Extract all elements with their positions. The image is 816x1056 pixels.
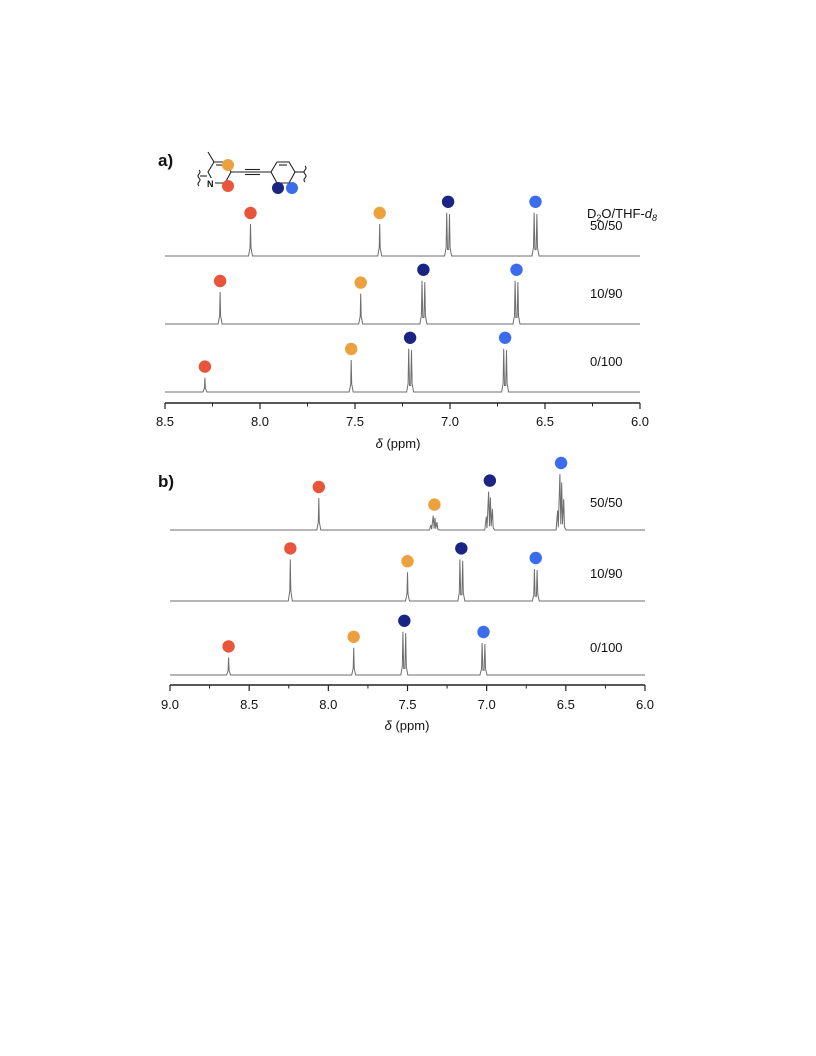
navy-proton-marker-icon	[272, 182, 284, 194]
red-peak-marker	[312, 480, 326, 494]
spectrum-trace	[165, 212, 640, 257]
spectrum-trace	[170, 559, 645, 602]
condition-label: 10/90	[590, 566, 623, 581]
x-tick-label: 6.5	[536, 414, 554, 429]
solvent-header-sub2: 8	[652, 213, 657, 223]
spectrum-trace	[165, 280, 640, 325]
x-tick-label: 8.0	[251, 414, 269, 429]
x-tick-label: 8.0	[319, 697, 337, 712]
spectrum-trace	[165, 348, 640, 393]
orange-peak-marker	[354, 276, 367, 289]
red-peak-marker	[244, 206, 257, 220]
nitrogen-mask	[207, 178, 215, 188]
x-tick-label: 7.5	[398, 697, 416, 712]
x-tick-label: 7.0	[478, 697, 496, 712]
navy-peak-marker	[403, 331, 417, 344]
condition-label: 10/90	[590, 286, 623, 301]
orange-proton-marker-icon	[222, 159, 234, 171]
solvent-header-italic: d	[645, 206, 653, 221]
x-tick-label: 6.5	[557, 697, 575, 712]
solvent-header-sub1: 2	[596, 213, 601, 223]
x-tick-label: 7.5	[346, 414, 364, 429]
panel-a-axis-unit: (ppm)	[386, 436, 420, 451]
orange-peak-marker	[347, 630, 360, 643]
blue-peak-marker	[529, 195, 542, 208]
navy-peak-marker	[483, 474, 497, 487]
x-tick-label: 9.0	[161, 697, 179, 712]
panel-a-axis-symbol: δ	[376, 436, 384, 451]
x-tick-label: 8.5	[156, 414, 174, 429]
solvent-header-mid: O/THF-	[601, 206, 644, 221]
red-peak-marker	[213, 274, 227, 288]
methyl-bond	[207, 151, 215, 163]
solvent-header: D2O/THF-d8	[587, 206, 657, 223]
panel-a-spectra: 8.5 8.0 7.5 7.0 6.5 6.0 50/50 10/90 0/100	[156, 195, 649, 429]
x-tick-label: 6.0	[636, 697, 654, 712]
blue-peak-marker	[498, 331, 512, 344]
wavy-bond-left	[197, 169, 201, 187]
red-proton-marker-icon	[222, 180, 234, 192]
blue-peak-marker	[510, 263, 523, 276]
panel-b-axis-label: δ (ppm)	[385, 718, 430, 733]
spectrum-trace	[170, 473, 645, 531]
panel-a-axis-label: δ (ppm)	[376, 436, 421, 451]
navy-peak-marker	[455, 542, 468, 555]
navy-peak-marker	[441, 195, 455, 208]
panel-b-label: b)	[158, 472, 174, 491]
orange-peak-marker	[428, 498, 441, 511]
blue-peak-marker	[477, 625, 490, 639]
red-peak-marker	[284, 542, 297, 555]
solvent-header-main: D	[587, 206, 596, 221]
x-tick-label: 8.5	[240, 697, 258, 712]
condition-label: 0/100	[590, 640, 623, 655]
blue-proton-marker-icon	[286, 182, 298, 194]
orange-peak-marker	[401, 555, 414, 568]
condition-label: 50/50	[590, 495, 623, 510]
condition-label: 50/50	[590, 218, 623, 233]
red-peak-marker	[198, 360, 212, 373]
blue-peak-marker	[529, 551, 542, 565]
condition-label: 0/100	[590, 354, 623, 369]
red-peak-marker	[222, 640, 235, 653]
x-tick-label: 7.0	[441, 414, 459, 429]
panel-b-spectra: 9.0 8.5 8.0 7.5 7.0 6.5 6.0 50/50 10/90 0/100	[161, 456, 654, 712]
orange-peak-marker	[345, 342, 358, 356]
panel-b-axis-symbol: δ	[385, 718, 393, 733]
panel-a-label: a)	[158, 151, 173, 170]
blue-peak-marker	[554, 456, 568, 470]
nitrogen-atom-label: N	[207, 179, 214, 189]
spectrum-trace	[170, 631, 645, 676]
wavy-bond-right	[303, 165, 307, 183]
navy-peak-marker	[417, 263, 430, 276]
navy-peak-marker	[398, 614, 411, 627]
panel-b-axis-unit: (ppm)	[395, 718, 429, 733]
x-tick-label: 6.0	[631, 414, 649, 429]
orange-peak-marker	[373, 206, 386, 220]
